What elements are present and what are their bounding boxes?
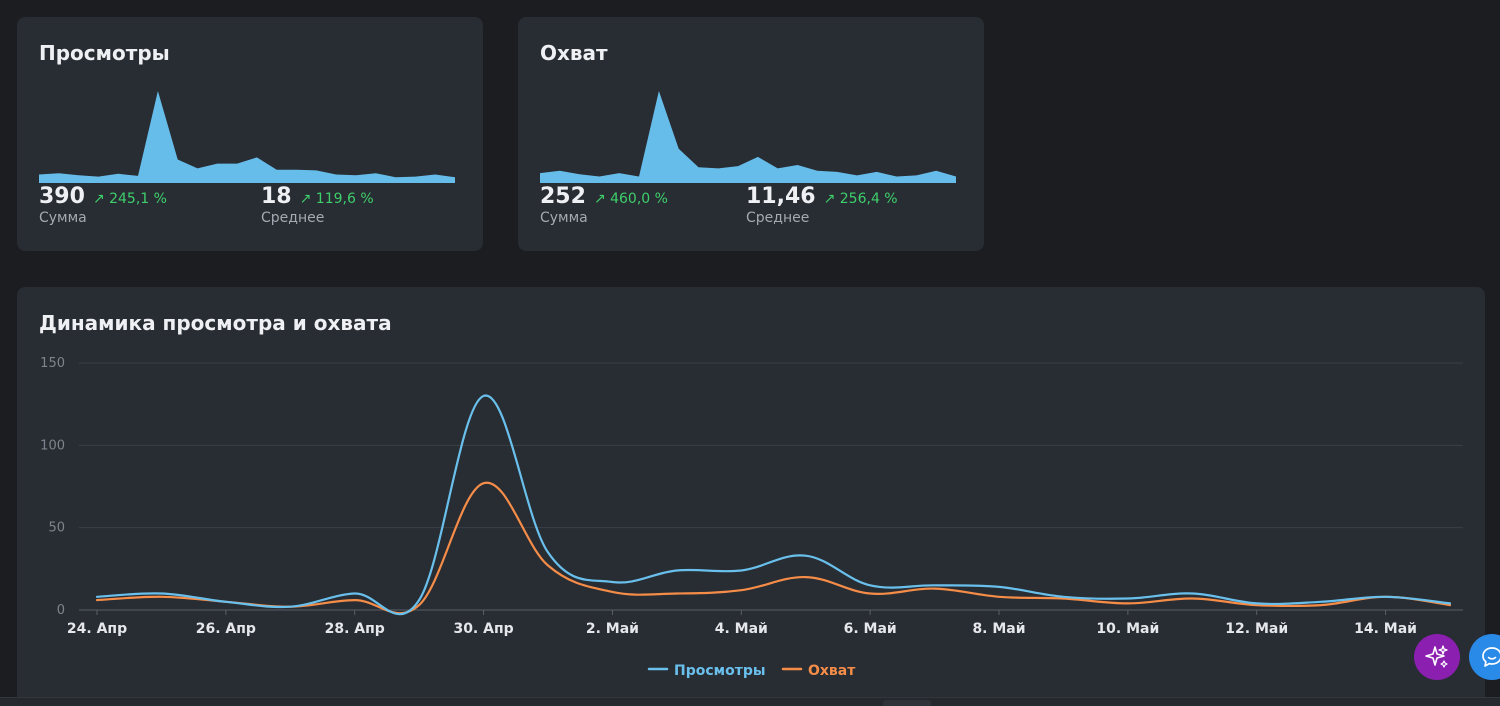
x-tick-label: 12. Май	[1225, 621, 1288, 637]
views-sum-value: 390	[39, 184, 85, 209]
x-tick-label: 30. Апр	[453, 621, 513, 637]
views-sum-label: Сумма	[39, 210, 87, 226]
grid-layer: 0 50 100 150	[40, 356, 1463, 618]
views-avg-stat: 18 ↗ 119,6 % Среднее	[261, 184, 374, 226]
views-sum-delta: ↗ 245,1 %	[92, 191, 167, 207]
views-card: Просмотры 390 ↗ 245,1 % Сумма 18 ↗ 119,6 %…	[17, 17, 483, 251]
legend-item-views[interactable]: Просмотры	[647, 663, 766, 679]
views-avg-label: Среднее	[261, 210, 325, 226]
series-line-views	[95, 394, 1452, 616]
views-sum-stat: 390 ↗ 245,1 % Сумма	[39, 184, 167, 226]
reach-sparkline	[540, 91, 956, 183]
y-tick-label: 50	[48, 521, 65, 536]
y-tick-label: 150	[40, 356, 65, 371]
legend-label: Охват	[808, 663, 856, 679]
y-tick-label: 0	[57, 603, 65, 618]
legend-item-reach[interactable]: Охват	[781, 663, 856, 679]
series-line-reach	[95, 481, 1452, 615]
reach-avg-delta: ↗ 256,4 %	[823, 191, 898, 207]
sparkles-icon	[1425, 645, 1448, 668]
reach-avg-value: 11,46	[746, 184, 816, 209]
x-axis: 24. Апр 26. Апр 28. Апр 30. Апр 2. Май 4. Май…	[67, 610, 1417, 637]
legend: Просмотры Охват	[647, 663, 856, 679]
x-tick-label: 10. Май	[1096, 621, 1159, 637]
legend-label: Просмотры	[674, 663, 766, 679]
x-tick-label: 24. Апр	[67, 621, 127, 637]
x-tick-label: 14. Май	[1354, 621, 1417, 637]
x-tick-label: 28. Апр	[325, 621, 385, 637]
views-avg-delta: ↗ 119,6 %	[299, 191, 374, 207]
reach-sparkline-area	[540, 91, 956, 183]
reach-card: Охват 252 ↗ 460,0 % Сумма 11,46 ↗ 256,4 % …	[518, 17, 984, 251]
reach-sum-value: 252	[540, 184, 586, 209]
reach-sum-stat: 252 ↗ 460,0 % Сумма	[540, 184, 668, 226]
reach-sum-delta: ↗ 460,0 %	[593, 191, 668, 207]
reach-avg-stat: 11,46 ↗ 256,4 % Среднее	[746, 184, 898, 226]
dynamics-chart-card: Динамика просмотра и охвата 0 50 100 150 24…	[17, 287, 1485, 706]
bottom-bar-handle[interactable]	[883, 700, 931, 706]
views-sparkline	[39, 91, 455, 183]
x-tick-label: 26. Апр	[196, 621, 256, 637]
x-tick-label: 4. Май	[715, 621, 768, 637]
y-tick-label: 100	[40, 438, 65, 453]
x-tick-label: 8. Май	[972, 621, 1025, 637]
dynamics-line-chart: 0 50 100 150 24. Апр 26. Апр 28. Апр 30. Апр 2.…	[40, 356, 1463, 679]
views-avg-value: 18	[261, 184, 292, 209]
bottom-bar	[0, 697, 1500, 706]
reach-sum-label: Сумма	[540, 210, 588, 226]
chart-title: Динамика просмотра и охвата	[39, 311, 392, 335]
ai-assistant-button[interactable]	[1414, 634, 1460, 680]
chat-button[interactable]	[1469, 634, 1500, 680]
views-sparkline-area	[39, 91, 455, 183]
x-tick-label: 2. Май	[586, 621, 639, 637]
chat-bubble-icon	[1482, 647, 1500, 667]
series-layer	[95, 394, 1452, 616]
reach-card-title: Охват	[540, 41, 608, 65]
views-card-title: Просмотры	[39, 41, 170, 65]
reach-avg-label: Среднее	[746, 210, 810, 226]
x-tick-label: 6. Май	[844, 621, 897, 637]
